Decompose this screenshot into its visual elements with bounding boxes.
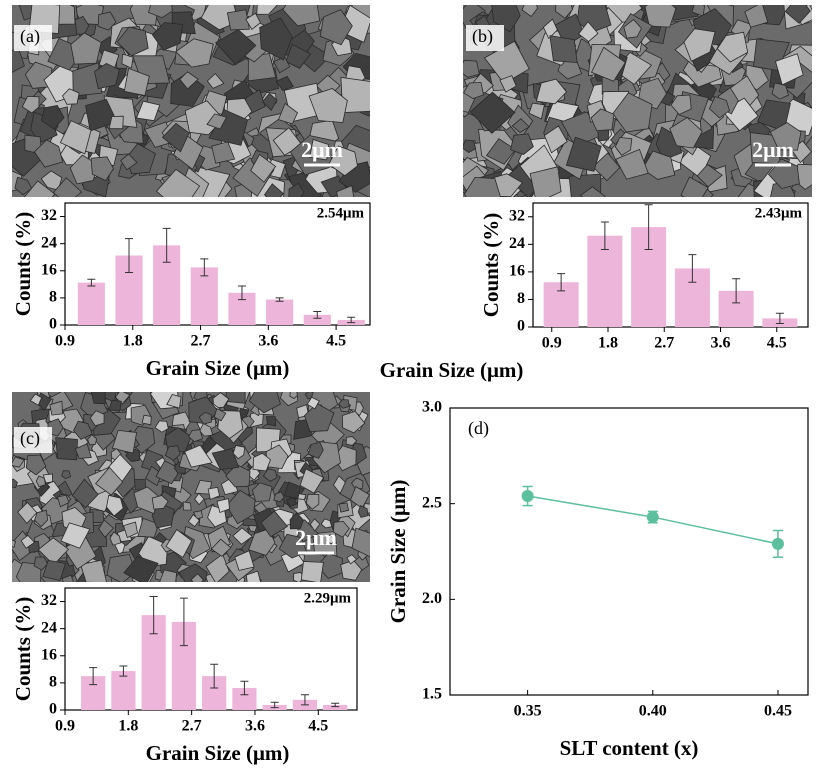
- x-tick-label: 0.9: [55, 333, 75, 350]
- panel-label: (d): [468, 418, 489, 439]
- x-tick-label: 0.9: [55, 718, 75, 735]
- y-axis-label: Counts (%): [479, 213, 503, 317]
- x-tick-label: 1.8: [123, 333, 143, 350]
- sem-image: [0, 0, 384, 214]
- y-tick-label: 32: [509, 207, 525, 224]
- x-tick-label: 1.8: [118, 718, 138, 735]
- y-tick-label: 32: [41, 592, 57, 609]
- x-tick-label: 0.35: [514, 703, 542, 720]
- sem-grain: [266, 417, 275, 426]
- y-tick-label: 2.0: [422, 590, 442, 607]
- panel-label: (a): [20, 26, 40, 47]
- y-tick-label: 16: [41, 261, 57, 278]
- panel-label: (c): [20, 428, 40, 449]
- x-tick-label: 4.5: [308, 718, 328, 735]
- sem-grain: [226, 383, 245, 404]
- annotation: 2.29μm: [304, 590, 352, 606]
- figure: (a) 2μm 0.9 1.8 2.7 3.6 4.5 0 8 16 24 32 2.54μm Grain…: [0, 0, 817, 772]
- y-tick-label: 24: [41, 619, 57, 636]
- scale-bar-label: 2μm: [301, 137, 343, 162]
- y-tick-label: 24: [41, 234, 57, 251]
- page: {"chart_data": [ {"type": "bar", "panel_…: [0, 0, 817, 772]
- x-tick-label: 0.40: [639, 703, 667, 720]
- data-point: [522, 490, 534, 502]
- sem-grain: [183, 502, 191, 510]
- sem-grain: [530, 167, 561, 203]
- y-axis-label: Grain Size (μm): [386, 480, 410, 624]
- sem-grain: [339, 503, 348, 512]
- x-tick-label: 0.9: [542, 335, 562, 352]
- sem-grain: [459, 60, 479, 77]
- scale-bar-label: 2μm: [295, 525, 337, 550]
- bar: [111, 671, 135, 710]
- y-tick-label: 0: [517, 318, 525, 335]
- x-tick-label: 2.7: [182, 718, 202, 735]
- sem-image: [452, 0, 817, 215]
- sem-grain: [142, 415, 151, 425]
- y-axis-label: Counts (%): [11, 597, 35, 701]
- y-tick-label: 16: [41, 646, 57, 663]
- y-tick-label: 0: [49, 701, 57, 718]
- annotation: 2.54μm: [317, 205, 365, 221]
- sem-grain: [109, 116, 123, 129]
- panel-label: (b): [472, 26, 493, 47]
- x-axis-label: SLT content (x): [560, 736, 699, 760]
- x-tick-label: 2.7: [654, 335, 674, 352]
- scale-bar-label: 2μm: [752, 137, 794, 162]
- y-tick-label: 16: [509, 263, 525, 280]
- sem-grain: [301, 562, 323, 584]
- x-tick-label: 3.6: [711, 335, 731, 352]
- plot-frame: [450, 408, 808, 695]
- x-axis-label: Grain Size (μm): [380, 358, 524, 382]
- y-tick-label: 32: [41, 207, 57, 224]
- bar: [266, 300, 293, 325]
- y-tick-label: 24: [509, 235, 525, 252]
- data-point: [647, 511, 659, 523]
- annotation: 2.43μm: [755, 205, 803, 221]
- x-tick-label: 1.8: [598, 335, 618, 352]
- x-tick-label: 0.45: [764, 703, 792, 720]
- y-tick-label: 2.5: [422, 494, 442, 511]
- y-tick-label: 1.5: [422, 686, 442, 703]
- sem-grain: [56, 438, 78, 460]
- bar: [78, 283, 105, 325]
- y-tick-label: 8: [49, 674, 57, 691]
- sem-grain: [598, 130, 609, 141]
- x-tick-label: 4.5: [767, 335, 787, 352]
- y-tick-label: 8: [517, 290, 525, 307]
- sem-grain: [645, 0, 676, 27]
- y-tick-label: 3.0: [422, 399, 442, 416]
- x-tick-label: 2.7: [191, 333, 211, 350]
- data-point: [772, 538, 784, 550]
- y-tick-label: 8: [49, 289, 57, 306]
- x-tick-label: 3.6: [245, 718, 265, 735]
- y-tick-label: 0: [49, 316, 57, 333]
- x-axis-label: Grain Size (μm): [146, 741, 290, 765]
- x-tick-label: 3.6: [258, 333, 278, 350]
- sem-image: [4, 379, 381, 593]
- x-tick-label: 4.5: [326, 333, 346, 350]
- x-axis-label: Grain Size (μm): [146, 356, 290, 380]
- y-axis-label: Counts (%): [11, 212, 35, 316]
- sem-grain: [550, 36, 577, 63]
